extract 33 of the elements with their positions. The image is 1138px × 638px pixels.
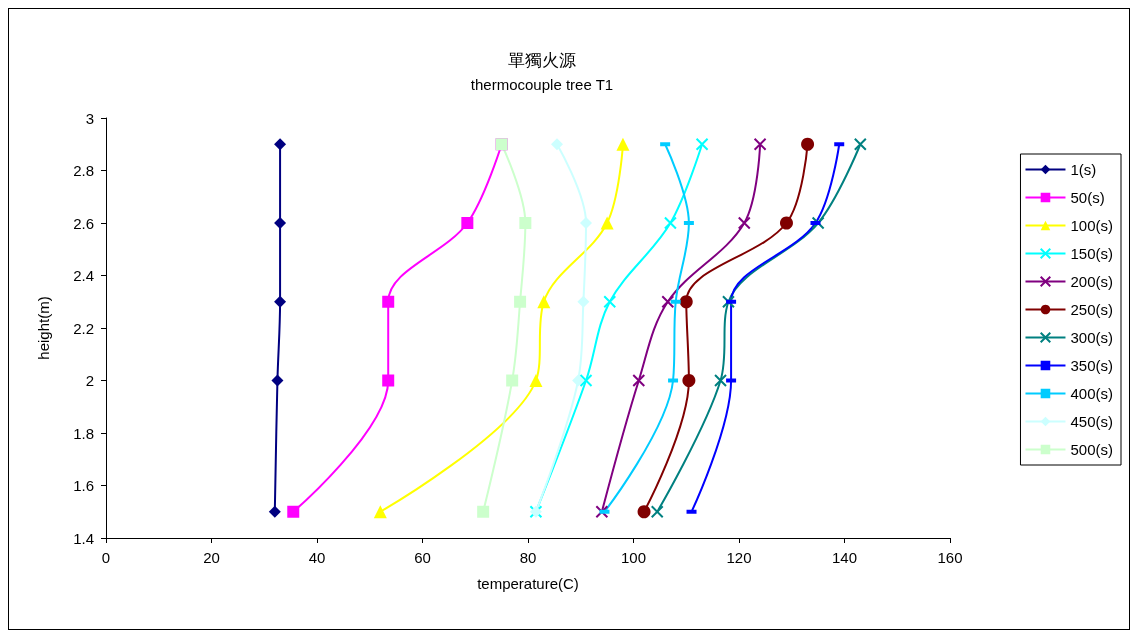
- y-tick-label: 1.4: [73, 529, 94, 547]
- x-tick-label: 100: [620, 549, 647, 566]
- y-tick-label: 1.8: [73, 424, 94, 442]
- legend-label: 100(s): [1070, 217, 1114, 234]
- x-tick-label: 160: [937, 549, 963, 566]
- y-tick-label: 3: [85, 109, 94, 127]
- legend-label: 200(s): [1070, 273, 1114, 290]
- legend-label: 50(s): [1070, 189, 1105, 206]
- x-tick-label: 140: [831, 549, 858, 566]
- y-tick-label: 2.6: [73, 214, 94, 232]
- x-tick-label: 60: [414, 549, 431, 566]
- legend-label: 1(s): [1070, 161, 1097, 178]
- y-tick-label: 2.2: [73, 319, 94, 337]
- x-tick-label: 40: [308, 549, 326, 566]
- x-tick-label: 80: [519, 549, 537, 566]
- x-tick-label: 20: [203, 549, 220, 566]
- legend-label: 400(s): [1070, 385, 1114, 402]
- legend-label: 150(s): [1070, 245, 1114, 262]
- legend-label: 300(s): [1070, 329, 1114, 346]
- legend-label: 450(s): [1070, 413, 1114, 430]
- legend-label: 500(s): [1070, 441, 1114, 458]
- y-tick-label: 2.8: [73, 162, 94, 179]
- legend-label: 250(s): [1070, 301, 1114, 318]
- legend-label: 350(s): [1070, 357, 1114, 374]
- x-tick-label: 120: [726, 549, 752, 566]
- x-tick-label: 0: [101, 549, 111, 566]
- y-tick-label: 1.6: [73, 477, 94, 494]
- y-tick-label: 2: [85, 372, 94, 389]
- x-axis-title: temperature(C): [477, 575, 579, 592]
- chart-title: 單獨火源: [508, 51, 576, 70]
- y-tick-label: 2.4: [73, 267, 94, 284]
- y-axis-title: height(m): [35, 296, 52, 360]
- chart-subtitle: thermocouple tree T1: [470, 76, 614, 93]
